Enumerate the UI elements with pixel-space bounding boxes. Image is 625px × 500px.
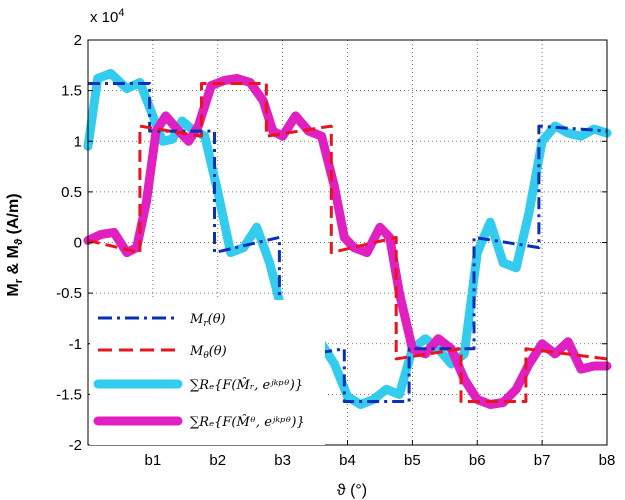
x-tick-label: b5 [404,452,421,469]
y-tick-label: -0.5 [56,285,82,302]
y-tick-label: 0 [74,235,82,252]
series-layer [83,68,612,409]
x-tick-label: b8 [599,452,616,469]
series-line-1 [87,82,608,403]
y-tick-label: -1.5 [56,386,82,403]
series-line-0 [88,82,608,403]
legend-label-0: Mr(θ) [189,312,226,329]
legend-label-3: ∑Rₑ{F(M̂ᶿ, eʲᵏᵖᶿ)} [190,414,305,430]
legend-label-2: ∑Rₑ{F(M̂ᵣ, eʲᵏᵖᶿ)} [190,377,303,393]
y-scale-multiplier: x 104 [90,7,124,26]
y-tick-label: 1 [74,133,82,150]
y-tick-label: 0.5 [61,184,82,201]
series-line-2 [83,68,612,409]
y-tick-label: 2 [74,32,82,49]
series-line-3 [83,74,612,409]
y-tick-label: -2 [69,437,82,454]
y-tick-label: 1.5 [61,83,82,100]
x-tick-label: b6 [469,452,486,469]
ticks-layer: -2 -1.5 -1 -0.5 0 0.5 1 1.5 2 b1 b2 b3 b4 b5 b6 b7 b8 [56,32,615,469]
y-tick-label: -1 [69,336,82,353]
x-tick-label: b1 [145,452,162,469]
x-tick-label: b2 [209,452,226,469]
x-tick-label: b4 [339,452,356,469]
x-axis-label: ϑ (°) [337,482,367,499]
y-axis-label: Mr & Mϑ (A/m) [5,193,25,296]
x-tick-label: b7 [534,452,551,469]
x-tick-label: b3 [274,452,291,469]
legend-layer: Mr(θ) Mθ(θ) ∑Rₑ{F(M̂ᵣ, eʲᵏᵖᶿ)} ∑Rₑ{F(M̂ᶿ, e… [90,300,325,445]
legend-label-1: Mθ(θ) [189,344,227,361]
